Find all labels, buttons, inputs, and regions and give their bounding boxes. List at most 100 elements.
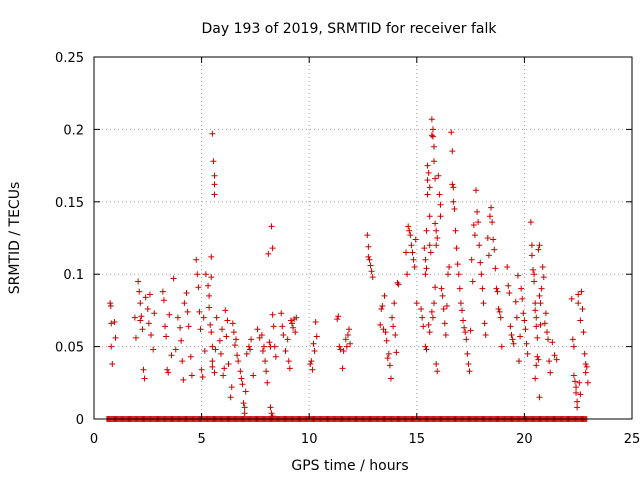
data-point	[449, 181, 456, 188]
data-point	[224, 317, 231, 324]
data-point	[422, 343, 429, 350]
data-point	[308, 358, 315, 365]
data-point	[455, 271, 462, 278]
data-point	[445, 271, 452, 278]
data-point	[225, 360, 232, 367]
data-point	[573, 389, 580, 396]
data-point	[247, 346, 254, 353]
data-point	[424, 177, 431, 184]
data-point	[200, 314, 207, 321]
data-point	[390, 323, 397, 330]
data-point	[536, 394, 543, 401]
data-point	[254, 326, 261, 333]
data-point	[528, 252, 535, 259]
data-point	[137, 300, 144, 307]
y-tick-label: 0.2	[63, 123, 84, 138]
data-point	[575, 300, 582, 307]
data-point	[217, 350, 224, 357]
data-point	[576, 379, 583, 386]
data-point	[486, 213, 493, 220]
data-point	[534, 334, 541, 341]
data-point	[497, 314, 504, 321]
data-point	[112, 334, 119, 341]
data-point	[461, 324, 468, 331]
data-point	[436, 191, 443, 198]
data-point	[138, 313, 145, 320]
data-point	[431, 158, 438, 165]
data-point	[108, 343, 115, 350]
data-point	[541, 320, 548, 327]
data-point	[206, 304, 213, 311]
data-point	[250, 372, 257, 379]
data-point	[187, 353, 194, 360]
data-point	[272, 353, 279, 360]
data-point	[142, 294, 149, 301]
data-point	[471, 232, 478, 239]
data-point	[160, 297, 167, 304]
data-point	[528, 242, 535, 249]
data-point	[419, 314, 426, 321]
data-point	[386, 362, 393, 369]
data-point	[530, 266, 537, 273]
data-point	[532, 375, 539, 382]
data-point	[474, 208, 481, 215]
data-point	[429, 133, 436, 140]
data-point	[347, 340, 354, 347]
data-point	[432, 284, 439, 291]
data-point	[517, 333, 524, 340]
y-tick-labels: 0 0.05 0.1 0.15 0.2 0.25	[55, 51, 84, 428]
data-point	[393, 349, 400, 356]
data-point	[108, 320, 115, 327]
data-point	[482, 332, 489, 339]
data-point	[136, 288, 143, 295]
data-point	[166, 311, 173, 318]
data-point	[109, 360, 116, 367]
data-point	[490, 236, 497, 243]
data-point	[539, 263, 546, 270]
data-point	[422, 256, 429, 263]
y-tick-label: 0	[76, 413, 84, 428]
data-point	[466, 368, 473, 375]
data-point	[146, 291, 153, 298]
data-point	[433, 242, 440, 249]
data-point	[364, 232, 371, 239]
x-tick-label: 20	[516, 432, 533, 447]
data-point	[207, 321, 214, 328]
data-point	[407, 232, 414, 239]
data-point	[465, 360, 472, 367]
data-point	[144, 305, 151, 312]
data-point	[489, 219, 496, 226]
data-point	[553, 356, 560, 363]
data-point	[421, 245, 428, 252]
data-point	[220, 372, 227, 379]
data-point	[379, 303, 386, 310]
data-point	[212, 346, 219, 353]
data-point	[309, 366, 316, 373]
data-point	[423, 346, 430, 353]
data-point	[426, 329, 433, 336]
data-point	[391, 300, 398, 307]
data-point	[493, 285, 500, 292]
data-point	[183, 290, 190, 297]
data-point	[571, 378, 578, 385]
data-point	[428, 132, 435, 139]
data-point	[228, 384, 235, 391]
data-point	[478, 271, 485, 278]
data-point	[234, 352, 241, 359]
data-point	[443, 303, 450, 310]
data-point	[449, 148, 456, 155]
data-point	[165, 369, 172, 376]
data-point	[462, 329, 469, 336]
data-point	[472, 187, 479, 194]
data-point	[484, 235, 491, 241]
data-point	[516, 358, 523, 365]
data-point	[284, 336, 291, 343]
data-point	[533, 314, 540, 321]
data-point	[410, 256, 417, 263]
data-point	[476, 242, 483, 249]
data-point	[209, 130, 216, 137]
data-point	[238, 375, 245, 382]
data-point	[164, 366, 171, 373]
data-point	[269, 245, 276, 252]
data-point	[583, 363, 590, 370]
